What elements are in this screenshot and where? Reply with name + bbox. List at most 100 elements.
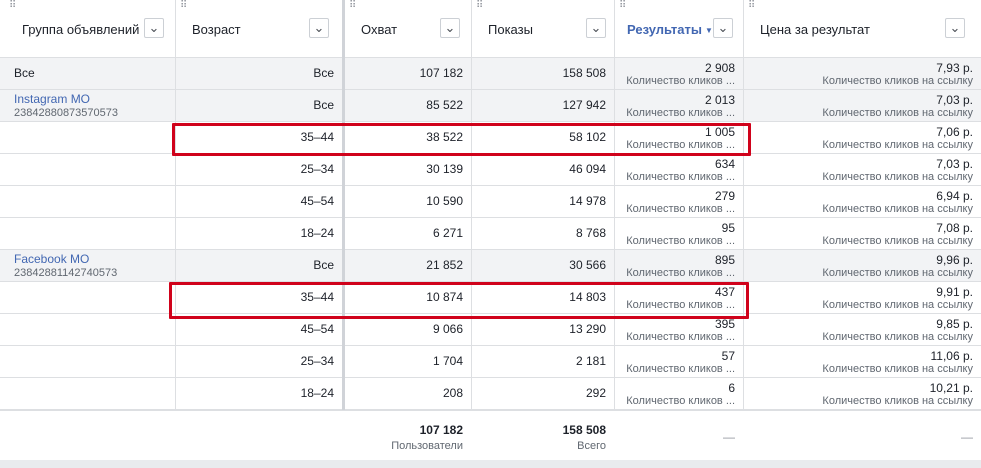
reach-value: 21 852 — [426, 258, 463, 272]
results-type: Количество кликов ... — [626, 75, 735, 87]
impressions-value: 2 181 — [575, 354, 606, 368]
table-row-total[interactable]: Все Все 107 182 158 508 2 908 Количество… — [0, 58, 981, 90]
table-row[interactable]: 25–34 30 139 46 094 634 Количество кликов ..… — [0, 154, 981, 186]
results-type: Количество кликов ... — [626, 171, 735, 183]
results-type: Количество кликов ... — [626, 299, 735, 311]
results-value: 895 — [714, 253, 735, 267]
results-value: 279 — [714, 189, 735, 203]
results-value: 57 — [721, 349, 735, 363]
results-type: Количество кликов ... — [626, 331, 735, 343]
results-value: 437 — [714, 285, 735, 299]
reach-value: 208 — [442, 386, 463, 400]
table-row[interactable]: 35–44 10 874 14 803 437 Количество кликов ..… — [0, 282, 981, 314]
results-value: 6 — [728, 381, 735, 395]
cost-type: Количество кликов на ссылку — [822, 331, 973, 343]
age-value: 25–34 — [300, 162, 334, 176]
column-label: Группа объявлений — [22, 22, 140, 37]
chevron-down-icon[interactable]: ⌄ — [586, 18, 606, 38]
adset-name-link[interactable]: Instagram MO — [14, 92, 91, 106]
footer-impressions-value: 158 508 — [562, 423, 606, 437]
table-row[interactable]: Facebook MO 23842881142740573 Все 21 852 30 … — [0, 250, 981, 282]
chevron-down-icon[interactable]: ⌄ — [440, 18, 460, 38]
results-type: Количество кликов ... — [626, 235, 735, 247]
reach-value: 107 182 — [419, 66, 463, 80]
footer-results-empty: — — [723, 430, 735, 444]
cost-type: Количество кликов на ссылку — [822, 75, 973, 87]
cost-value: 7,08 р. — [936, 221, 973, 235]
results-value: 2 013 — [704, 93, 735, 107]
cost-value: 7,93 р. — [936, 61, 973, 75]
reach-value: 9 066 — [432, 322, 463, 336]
adset-id: 23842880873570573 — [14, 107, 119, 119]
column-header-adset[interactable]: ⠿ Группа объявлений ⌄ — [0, 0, 175, 58]
footer-reach-value: 107 182 — [419, 423, 463, 437]
table-row[interactable]: 18–24 208 292 6 Количество кликов ... 10,21 р… — [0, 378, 981, 410]
cost-value: 9,96 р. — [936, 253, 973, 267]
age-value: 45–54 — [300, 322, 334, 336]
age-value: 18–24 — [300, 386, 334, 400]
column-divider — [743, 0, 744, 460]
column-label: Результаты — [627, 22, 702, 37]
drag-handle-icon[interactable]: ⠿ — [180, 0, 187, 11]
impressions-value: 8 768 — [575, 226, 606, 240]
table-row[interactable]: 45–54 9 066 13 290 395 Количество кликов ...… — [0, 314, 981, 346]
age-value: 25–34 — [300, 354, 334, 368]
column-header-cost[interactable]: ⠿ Цена за результат ⌄ — [744, 0, 981, 58]
impressions-value: 46 094 — [569, 162, 606, 176]
impressions-value: 292 — [585, 386, 606, 400]
reach-value: 6 271 — [432, 226, 463, 240]
frozen-column-divider[interactable] — [342, 0, 345, 460]
table-row[interactable]: 35–44 38 522 58 102 1 005 Количество кликов … — [0, 122, 981, 154]
drag-handle-icon[interactable]: ⠿ — [476, 0, 483, 11]
chevron-down-icon[interactable]: ⌄ — [144, 18, 164, 38]
impressions-value: 14 803 — [569, 290, 606, 304]
column-label: Цена за результат — [760, 22, 870, 37]
drag-handle-icon[interactable]: ⠿ — [619, 0, 626, 11]
results-type: Количество кликов ... — [626, 107, 735, 119]
cost-value: 11,06 р. — [930, 349, 973, 363]
cost-type: Количество кликов на ссылку — [822, 395, 973, 407]
horizontal-scrollbar[interactable] — [0, 460, 981, 468]
reach-value: 10 590 — [426, 194, 463, 208]
cost-value: 6,94 р. — [936, 189, 973, 203]
age-value: 35–44 — [300, 290, 334, 304]
cost-type: Количество кликов на ссылку — [822, 267, 973, 279]
results-type: Количество кликов ... — [626, 139, 735, 151]
chevron-down-icon[interactable]: ⌄ — [713, 18, 733, 38]
reach-value: 85 522 — [426, 98, 463, 112]
results-value: 1 005 — [704, 125, 735, 139]
cost-type: Количество кликов на ссылку — [822, 299, 973, 311]
reach-value: 1 704 — [432, 354, 463, 368]
sort-desc-icon[interactable]: ▼ — [704, 26, 713, 35]
results-type: Количество кликов ... — [626, 395, 735, 407]
cost-type: Количество кликов на ссылку — [822, 203, 973, 215]
table-row[interactable]: 45–54 10 590 14 978 279 Количество кликов ..… — [0, 186, 981, 218]
impressions-value: 14 978 — [569, 194, 606, 208]
cost-value: 9,85 р. — [936, 317, 973, 331]
column-header-reach[interactable]: ⠿ Охват ⌄ — [345, 0, 471, 58]
age-value: 45–54 — [300, 194, 334, 208]
age-value: 18–24 — [300, 226, 334, 240]
column-header-age[interactable]: ⠿ Возраст ⌄ — [176, 0, 342, 58]
chevron-down-icon[interactable]: ⌄ — [309, 18, 329, 38]
adset-all: Все — [14, 66, 35, 80]
column-divider — [175, 0, 176, 460]
column-label: Охват — [361, 22, 398, 37]
drag-handle-icon[interactable]: ⠿ — [9, 0, 16, 11]
table-header: ⠿ Группа объявлений ⌄ ⠿ Возраст ⌄ ⠿ Охва… — [0, 0, 981, 58]
adset-name-link[interactable]: Facebook MO — [14, 252, 90, 266]
table-row[interactable]: 25–34 1 704 2 181 57 Количество кликов ... 11… — [0, 346, 981, 378]
results-value: 95 — [721, 221, 735, 235]
impressions-value: 30 566 — [569, 258, 606, 272]
chevron-down-icon[interactable]: ⌄ — [945, 18, 965, 38]
drag-handle-icon[interactable]: ⠿ — [748, 0, 755, 11]
drag-handle-icon[interactable]: ⠿ — [349, 0, 356, 11]
table-row[interactable]: Instagram MO 23842880873570573 Все 85 522 12… — [0, 90, 981, 122]
column-header-impressions[interactable]: ⠿ Показы ⌄ — [472, 0, 614, 58]
cost-type: Количество кликов на ссылку — [822, 139, 973, 151]
results-type: Количество кликов ... — [626, 203, 735, 215]
column-label: Возраст — [192, 22, 241, 37]
table-row[interactable]: 18–24 6 271 8 768 95 Количество кликов ... 7,… — [0, 218, 981, 250]
column-header-results[interactable]: ⠿ Результаты ▼ ⌄ — [615, 0, 743, 58]
